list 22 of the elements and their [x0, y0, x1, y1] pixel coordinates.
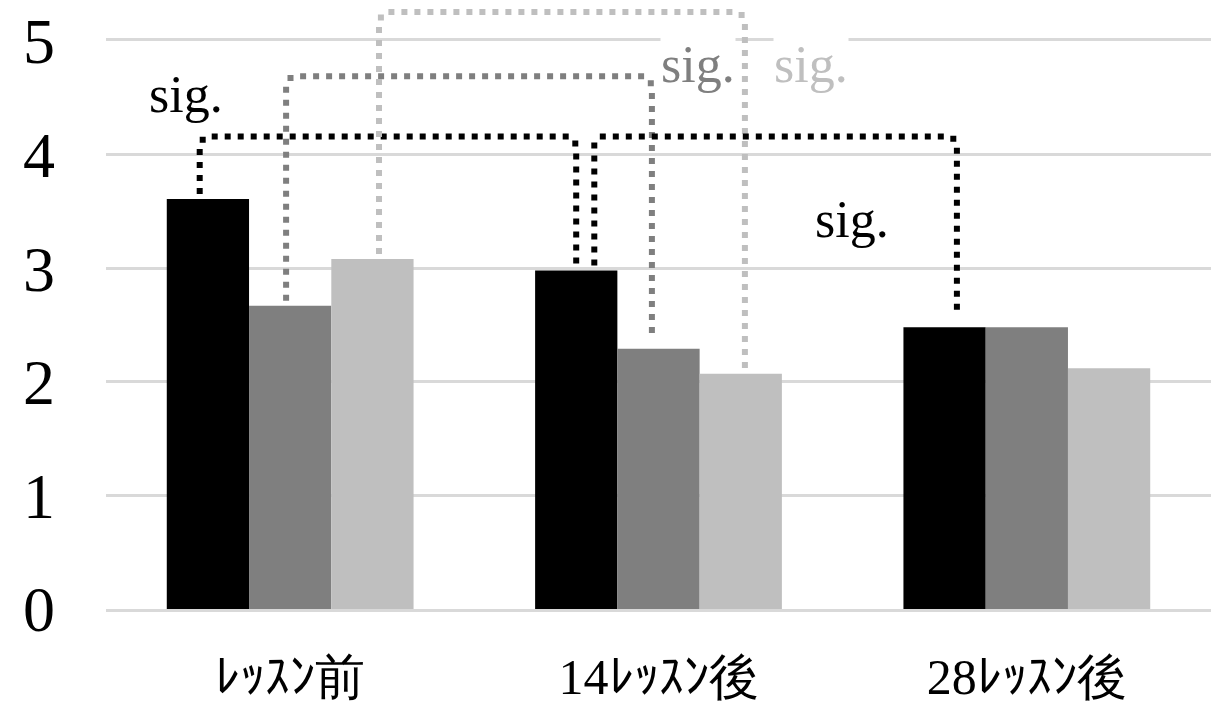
bar: [699, 373, 782, 609]
bar: [166, 198, 250, 609]
bar: [903, 327, 986, 609]
annotation: sig.: [149, 66, 223, 123]
annotation: sig.: [815, 191, 889, 248]
x-tick-label: 14ﾚｯｽﾝ後: [558, 649, 759, 705]
y-tick-label: 0: [23, 574, 55, 646]
annotation: sig.: [774, 36, 848, 93]
y-tick-label: 5: [23, 6, 55, 78]
annotation: sig.: [661, 36, 735, 93]
bar: [331, 259, 414, 609]
y-tick-label: 1: [23, 460, 55, 532]
y-tick-label: 4: [23, 120, 55, 191]
bar: [249, 305, 332, 609]
y-tick-label: 3: [23, 233, 55, 305]
bar: [535, 270, 618, 609]
y-tick-label: 2: [23, 347, 55, 419]
x-tick-label: ﾚｯｽﾝ前: [215, 649, 366, 705]
x-tick-label: 28ﾚｯｽﾝ後: [926, 649, 1127, 705]
bar: [1067, 368, 1151, 609]
bar: [985, 327, 1068, 609]
bar: [617, 348, 700, 609]
